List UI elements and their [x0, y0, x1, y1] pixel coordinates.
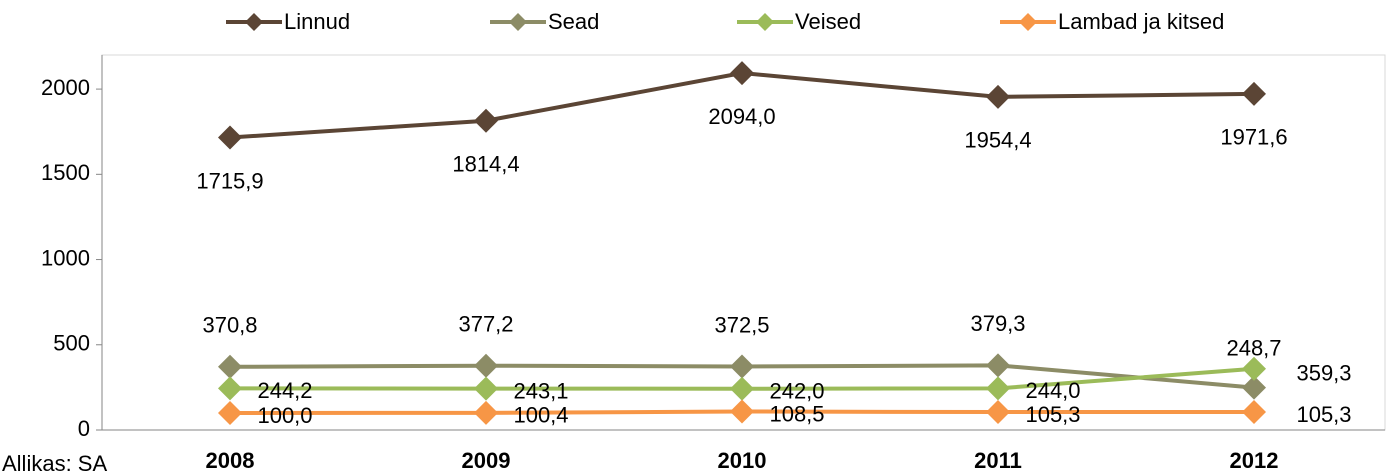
x-tick-label: 2012 — [1230, 448, 1279, 473]
point-marker — [218, 125, 242, 150]
legend-label: Sead — [548, 9, 599, 34]
data-label: 108,5 — [769, 401, 824, 426]
point-marker — [986, 376, 1010, 401]
y-tick-label: 0 — [78, 416, 90, 441]
data-label: 1954,4 — [964, 128, 1031, 153]
point-marker — [730, 399, 754, 424]
point-marker — [730, 354, 754, 379]
data-label: 244,2 — [257, 378, 312, 403]
point-marker — [1242, 375, 1266, 400]
x-tick-label: 2008 — [206, 448, 255, 473]
point-marker — [474, 353, 498, 378]
data-label: 377,2 — [458, 312, 513, 337]
data-label: 244,0 — [1025, 378, 1080, 403]
data-label: 1814,4 — [452, 152, 519, 177]
y-tick-label: 1500 — [41, 160, 90, 185]
data-label: 1971,6 — [1220, 125, 1287, 150]
legend-label: Linnud — [284, 9, 350, 34]
point-marker — [1242, 81, 1266, 106]
x-tick-label: 2009 — [462, 448, 511, 473]
legend-marker — [756, 13, 774, 31]
data-label: 379,3 — [970, 311, 1025, 336]
data-label: 105,3 — [1296, 402, 1351, 427]
point-marker — [986, 353, 1010, 378]
legend-label: Veised — [795, 9, 861, 34]
point-marker — [986, 400, 1010, 425]
x-tick-label: 2010 — [718, 448, 767, 473]
point-marker — [218, 376, 242, 401]
y-tick-label: 2000 — [41, 75, 90, 100]
data-label: 243,1 — [513, 378, 568, 403]
point-marker — [730, 61, 754, 86]
y-tick-label: 1000 — [41, 245, 90, 270]
point-marker — [1242, 400, 1266, 425]
point-marker — [474, 400, 498, 425]
data-label: 359,3 — [1296, 361, 1351, 386]
source-note: Allikas: SA — [2, 451, 107, 474]
y-tick-label: 500 — [53, 331, 90, 356]
point-marker — [474, 108, 498, 133]
data-label: 105,3 — [1025, 402, 1080, 427]
data-label: 242,0 — [769, 379, 824, 404]
data-label: 2094,0 — [708, 104, 775, 129]
point-marker — [986, 84, 1010, 109]
data-label: 1715,9 — [196, 168, 263, 193]
point-marker — [730, 376, 754, 401]
data-label: 248,7 — [1226, 335, 1281, 360]
point-marker — [474, 376, 498, 401]
data-label: 370,8 — [202, 313, 257, 338]
data-label: 100,0 — [257, 403, 312, 428]
point-marker — [218, 354, 242, 379]
data-label: 100,4 — [513, 403, 568, 428]
point-marker — [1242, 356, 1266, 381]
legend-marker — [245, 13, 263, 31]
x-tick-label: 2011 — [974, 448, 1022, 473]
legend-marker — [1019, 13, 1037, 31]
legend-label: Lambad ja kitsed — [1058, 9, 1224, 34]
point-marker — [218, 400, 242, 425]
legend-marker — [509, 13, 527, 31]
data-label: 372,5 — [714, 312, 769, 337]
